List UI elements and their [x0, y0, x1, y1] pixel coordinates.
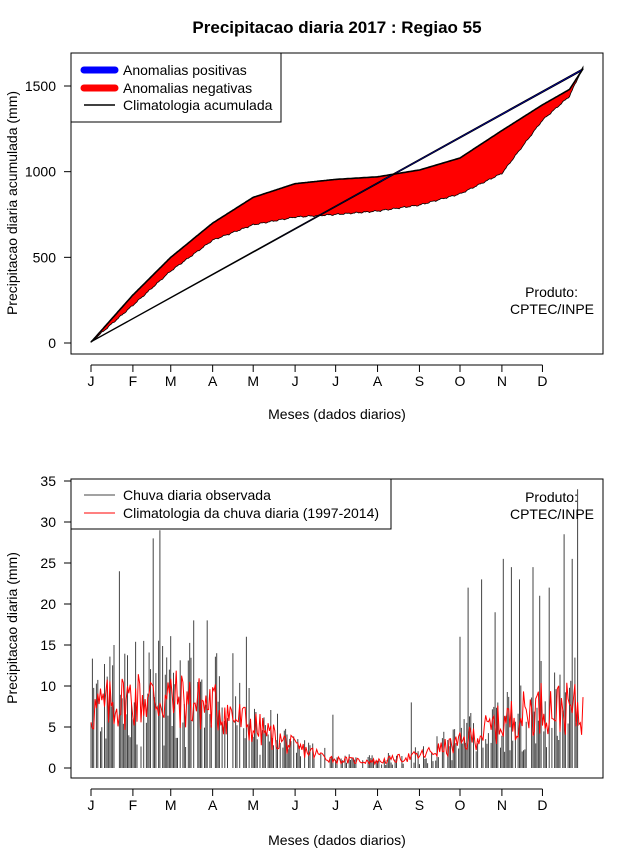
bottom-x-tick-label: A [208, 797, 218, 813]
bottom-y-tick-label: 0 [48, 760, 56, 776]
top-x-tick-label: S [415, 373, 424, 389]
bottom-x-tick-label: F [129, 797, 138, 813]
top-x-tick-label: F [129, 373, 138, 389]
bottom-x-tick-label: J [292, 797, 299, 813]
legend-clim-rain-label: Climatologia da chuva diaria (1997-2014) [123, 505, 379, 521]
top-x-tick-label: J [292, 373, 299, 389]
top-y-tick-label: 500 [33, 249, 57, 265]
bottom-y-tick-label: 30 [40, 514, 56, 530]
bottom-y-tick-label: 15 [40, 637, 56, 653]
legend-clim-label: Climatologia acumulada [123, 97, 273, 113]
legend-positive-label: Anomalias positivas [123, 62, 247, 78]
bottom-legend: Chuva diaria observada Climatologia da c… [70, 478, 392, 530]
top-y-tick-label: 1000 [25, 164, 56, 180]
bottom-x-tick-label: J [332, 797, 339, 813]
bottom-x-tick-label: D [537, 797, 547, 813]
top-y-tick-label: 0 [48, 335, 56, 351]
bottom-legend-box [70, 478, 392, 530]
top-y-tick-label: 1500 [25, 78, 56, 94]
bottom-plot-area [90, 489, 584, 768]
top-x-tick-label: A [373, 373, 383, 389]
top-x-tick-label: D [537, 373, 547, 389]
bottom-y-axis: 0 5 10 15 20 25 30 35 [40, 473, 72, 776]
bottom-x-tick-label: M [247, 797, 259, 813]
top-x-tick-label: M [247, 373, 259, 389]
top-legend: Anomalias positivas Anomalias negativas … [70, 52, 282, 123]
top-x-tick-label: O [455, 373, 466, 389]
bottom-x-tick-label: J [88, 797, 95, 813]
bottom-x-axis-label: Meses (dados diarios) [268, 832, 406, 848]
bottom-y-tick-label: 5 [48, 719, 56, 735]
bottom-y-tick-label: 35 [40, 473, 56, 489]
bottom-y-axis-label: Precipitacao diaria (mm) [4, 552, 20, 704]
observed-rain-bars [90, 489, 579, 768]
bottom-x-tick-label: S [415, 797, 424, 813]
top-x-tick-label: J [88, 373, 95, 389]
top-x-tick-label: J [332, 373, 339, 389]
bottom-x-tick-label: M [165, 797, 177, 813]
chart-title: Precipitacao diaria 2017 : Regiao 55 [192, 18, 481, 37]
top-plot-area [90, 65, 584, 343]
top-panel: 0 500 1000 1500 J F M A M J J A S O N D Precipitacao d… [4, 52, 604, 422]
bottom-y-tick-label: 10 [40, 678, 56, 694]
legend-observed-label: Chuva diaria observada [123, 487, 271, 503]
climatology-rain-line [90, 670, 584, 766]
top-x-tick-label: M [165, 373, 177, 389]
legend-negative-label: Anomalias negativas [123, 80, 252, 96]
bottom-credit-line1: Produto: [525, 489, 578, 505]
top-x-tick-label: N [497, 373, 507, 389]
climatology-line [90, 68, 584, 343]
bottom-y-tick-label: 25 [40, 555, 56, 571]
top-credit-line1: Produto: [525, 284, 578, 300]
bottom-x-tick-label: O [455, 797, 466, 813]
top-x-axis-label: Meses (dados diarios) [268, 406, 406, 422]
bottom-x-tick-label: A [373, 797, 383, 813]
bottom-x-tick-label: N [497, 797, 507, 813]
bottom-y-tick-label: 20 [40, 596, 56, 612]
top-credit-line2: CPTEC/INPE [510, 301, 594, 317]
bottom-credit-line2: CPTEC/INPE [510, 506, 594, 522]
bottom-panel: 0 5 10 15 20 25 30 35 J F M A M J J A S O N D Precipitacao… [4, 473, 604, 848]
top-x-tick-label: A [208, 373, 218, 389]
top-y-axis: 0 500 1000 1500 [25, 78, 72, 351]
top-y-axis-label: Precipitacao diaria acumulada (mm) [4, 91, 20, 315]
